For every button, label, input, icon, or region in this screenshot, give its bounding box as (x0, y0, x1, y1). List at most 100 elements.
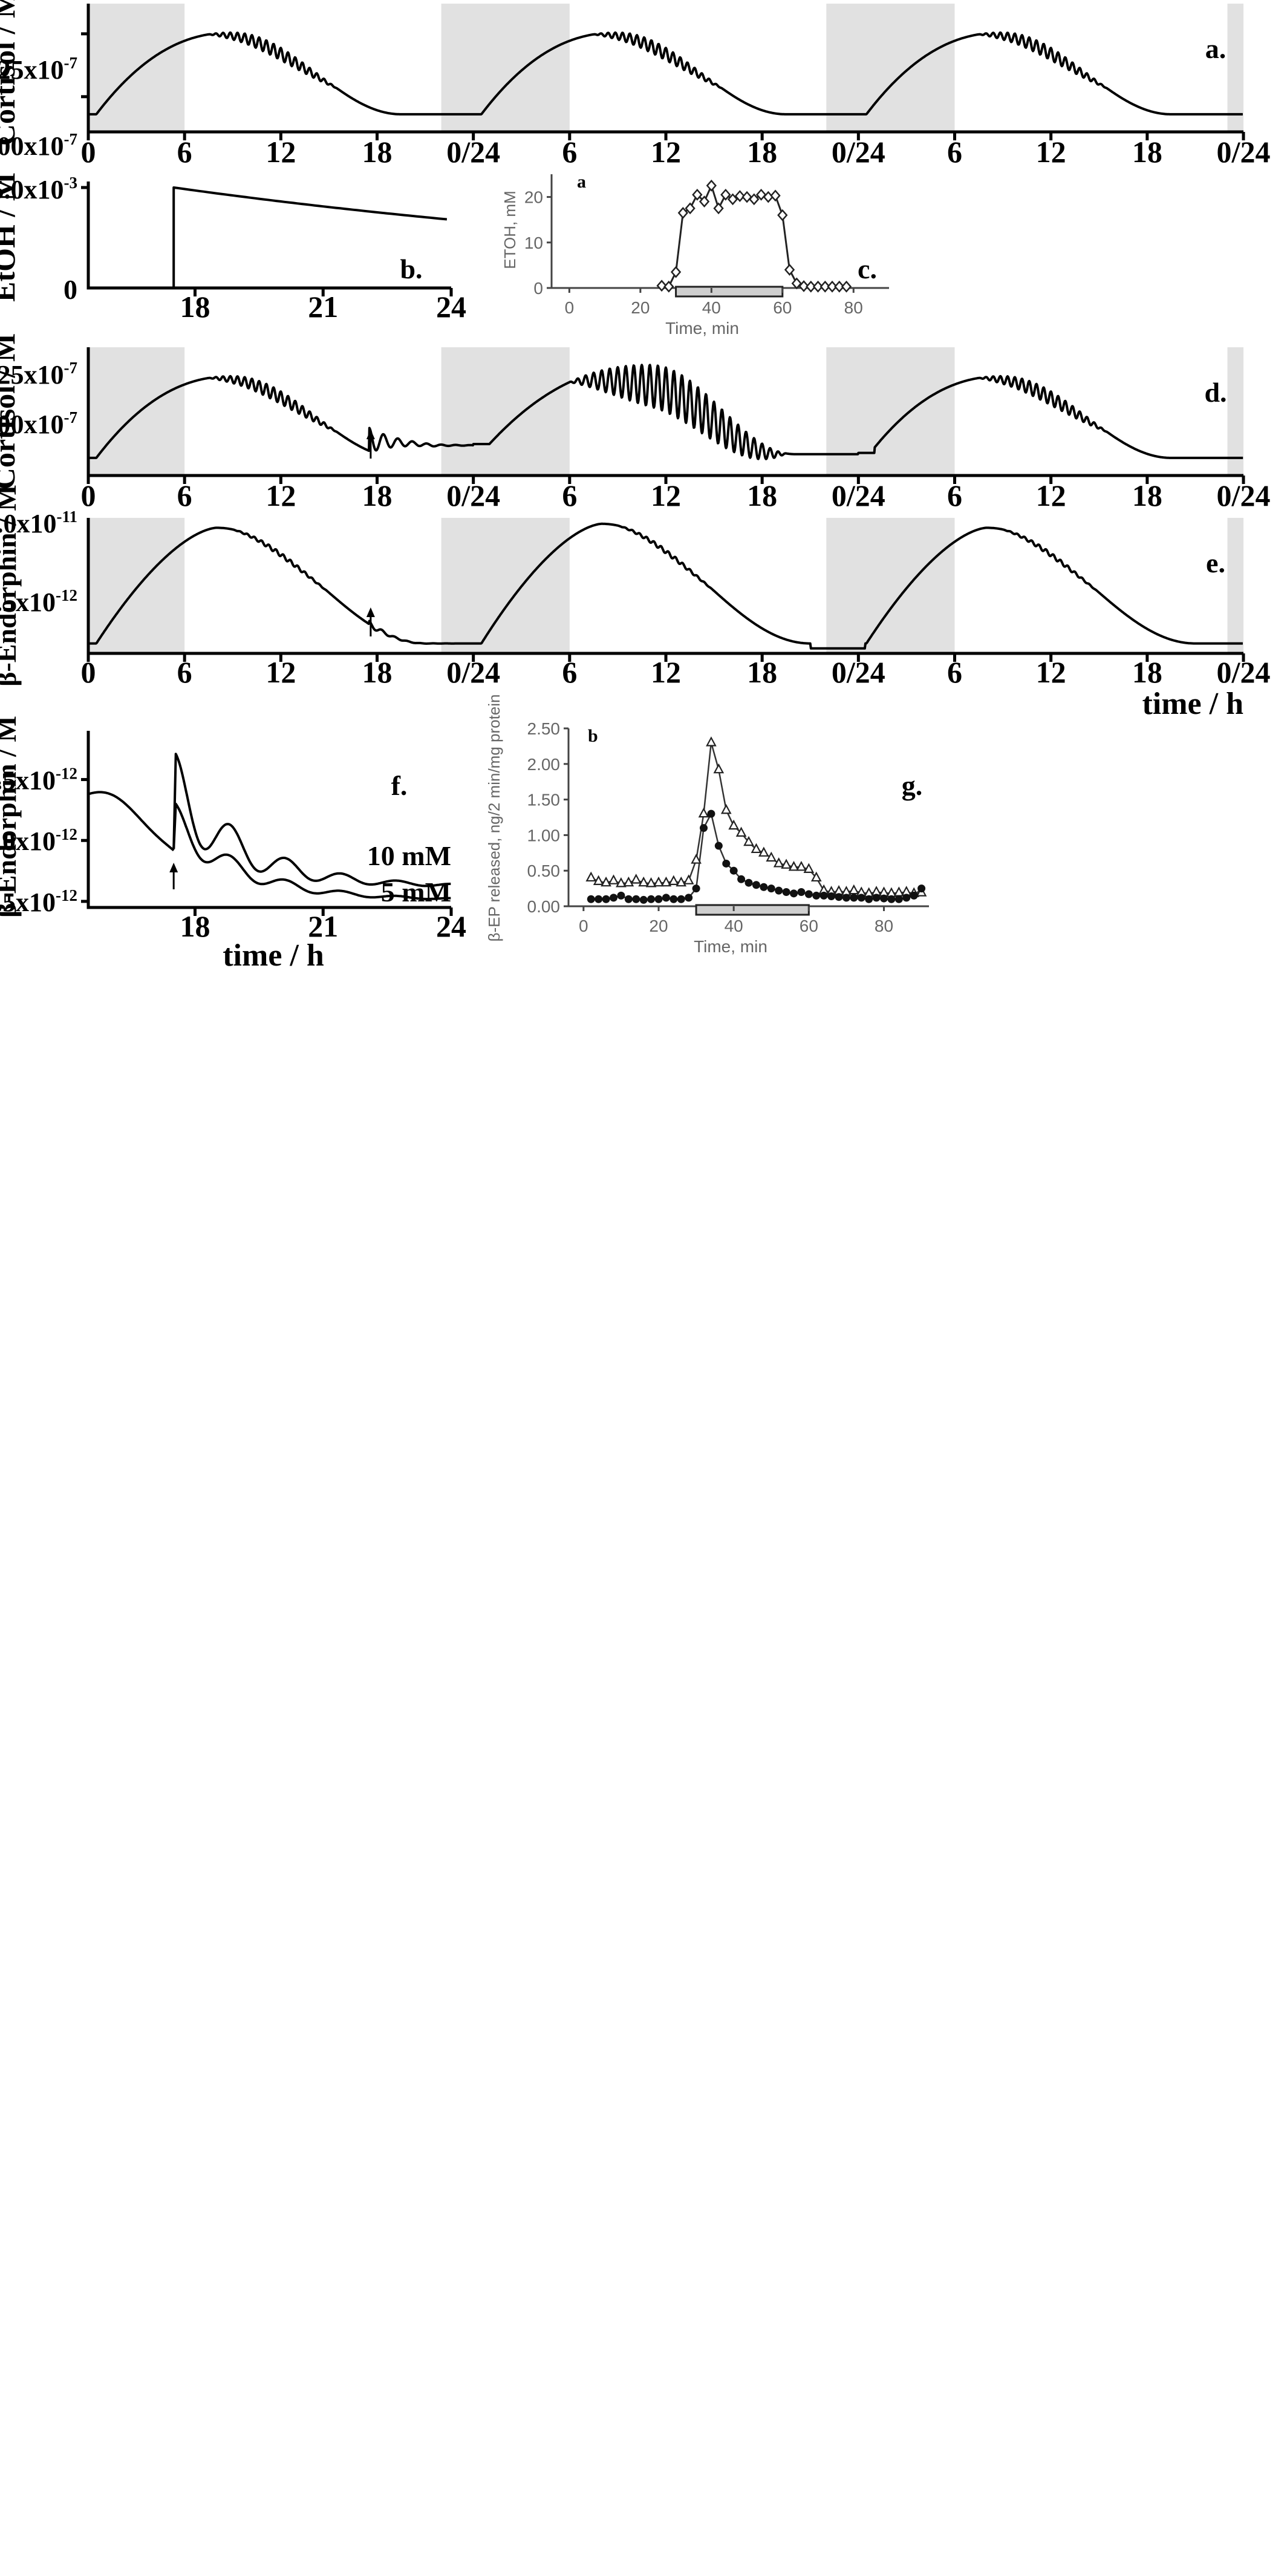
data-point-circle (707, 809, 715, 818)
x-tick-label: 12 (266, 135, 296, 169)
x-tick-label: 6 (562, 655, 577, 689)
x-tick-label: 0/24 (832, 479, 885, 512)
x-tick-label: 18 (362, 135, 393, 169)
x-tick-label: 6 (947, 479, 962, 512)
data-point-triangle (848, 884, 859, 895)
x-tick-label: 18 (747, 655, 777, 689)
axis-frame (86, 731, 451, 909)
panel-label: g. (902, 770, 923, 801)
data-point (806, 280, 816, 293)
y-tick-label: 5.0x10-3 (0, 174, 77, 204)
data-point (685, 202, 696, 215)
panel-label: b. (400, 253, 422, 284)
data-point-circle (894, 895, 903, 903)
data-point-triangle (616, 877, 627, 888)
dark-phase-band (441, 4, 570, 132)
data-point-circle (827, 892, 836, 901)
x-axis-label: time / h (223, 938, 324, 973)
data-point-circle (610, 894, 617, 902)
data-point-triangle (803, 863, 815, 873)
data-point-circle (670, 895, 678, 903)
data-point (727, 193, 738, 206)
x-tick-label: 18 (362, 655, 393, 689)
data-point-circle (842, 894, 850, 902)
data-point (706, 179, 717, 192)
data-point (841, 280, 852, 293)
data-point-circle (775, 886, 783, 895)
data-point-triangle (683, 874, 694, 884)
data-point (770, 189, 781, 202)
x-tick-label: 6 (947, 655, 962, 689)
data-point-circle (835, 893, 843, 901)
x-tick-label: 18 (1132, 655, 1162, 689)
y-tick-label: 1.50 (527, 791, 561, 809)
data-point-circle (647, 895, 656, 903)
y-tick-label: 7.5x10-12 (0, 586, 77, 617)
data-point-triangle (706, 736, 717, 747)
data-point (812, 280, 824, 293)
x-tick-label: 0 (81, 135, 96, 169)
y-tick-label: 2.50 (527, 719, 561, 738)
data-point-circle (865, 895, 873, 903)
data-point (677, 207, 688, 219)
panel-label: d. (1204, 377, 1227, 408)
data-point-circle (782, 888, 790, 896)
ethanol-series (172, 186, 448, 288)
data-point-circle (685, 894, 693, 902)
x-tick-label: 12 (266, 655, 296, 689)
cortisol-series (88, 31, 1243, 116)
data-point (670, 266, 682, 278)
data-point-circle (692, 884, 700, 893)
dark-phase-band (1227, 347, 1243, 476)
data-point-triangle (728, 819, 740, 830)
injection-arrowhead (366, 430, 375, 439)
x-tick-label: 60 (800, 917, 818, 935)
x-tick-label: 12 (651, 135, 681, 169)
data-point-circle (797, 888, 806, 896)
dark-phase-band (441, 347, 570, 476)
data-point (798, 280, 809, 292)
data-point-circle (857, 894, 865, 902)
axis-frame (86, 181, 451, 290)
data-point-circle (722, 859, 731, 868)
x-tick-label: 0/24 (832, 655, 885, 689)
x-tick-label: 6 (177, 655, 192, 689)
x-tick-label: 6 (177, 135, 192, 169)
y-axis-label: β-EP released, ng/2 min/mg protein (485, 694, 503, 941)
data-point-circle (804, 890, 813, 898)
x-tick-label: 6 (562, 479, 577, 512)
data-point (784, 264, 795, 276)
x-tick-label: 0/24 (1217, 135, 1271, 169)
x-tick-label: 21 (308, 909, 338, 943)
y-tick-label: 6.5x10-12 (0, 886, 77, 917)
x-tick-label: 18 (362, 479, 393, 512)
data-point-circle (617, 891, 625, 900)
data-point-circle (760, 883, 768, 891)
data-point-triangle (788, 860, 800, 871)
y-tick-label: 2.00 (527, 755, 561, 774)
triangle-series-line (590, 742, 922, 895)
inner-panel-label: a (577, 172, 586, 192)
axis-frame (86, 518, 1243, 655)
data-point-circle (850, 894, 858, 902)
y-tick-label: 1.00 (527, 826, 561, 845)
data-point-triangle (601, 876, 611, 887)
legend-5mM: 5 mM (381, 877, 451, 907)
y-axis-label: β-Endorphin / M (0, 485, 22, 687)
y-tick-label: 7.5x10-12 (0, 765, 77, 796)
data-point-triangle (691, 854, 702, 864)
data-point-triangle (810, 871, 822, 882)
x-tick-label: 20 (649, 917, 668, 935)
x-tick-label: 6 (947, 135, 962, 169)
y-tick-label: 0.00 (527, 897, 561, 916)
panel-e: 0 6 12 18 0/24 6 12 18 0/24 6 12 18 0/24 β-Endorphin … (0, 485, 1270, 721)
data-point (827, 280, 838, 293)
data-point-triangle (660, 876, 672, 887)
y-tick-label: 1.00x10-7 (0, 130, 77, 161)
panel-g: 0 20 40 60 80 0.00 0.50 1.00 1.50 2.00 2.50 Time, m… (485, 694, 929, 956)
y-tick-label: 0.50 (527, 861, 561, 880)
y-tick-label: 0 (533, 279, 543, 298)
x-tick-label: 0/24 (832, 135, 885, 169)
data-point-triangle (698, 807, 709, 818)
